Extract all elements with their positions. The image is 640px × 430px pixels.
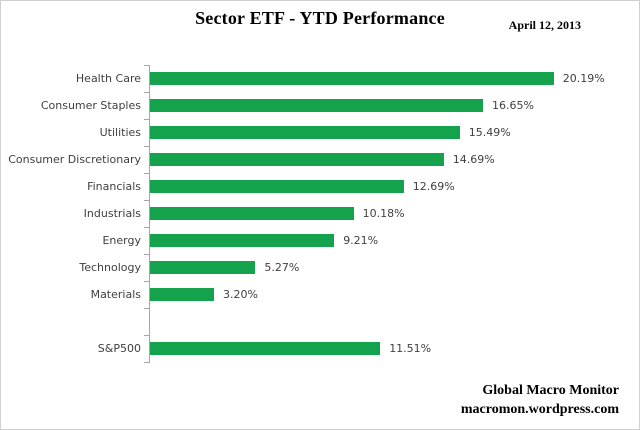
value-label: 20.19% bbox=[562, 72, 605, 85]
axis-tick bbox=[144, 146, 150, 147]
category-label: Industrials bbox=[83, 207, 141, 220]
chart-date: April 12, 2013 bbox=[508, 18, 581, 32]
plot-area: 20.19% 16.65% 15.49% 14.69% 12.69% 10.18% 9.21… bbox=[144, 65, 632, 363]
bar-row: 11.51% bbox=[144, 335, 632, 363]
bar-row: 20.19% bbox=[144, 65, 632, 92]
axis-tick bbox=[144, 92, 150, 93]
category-label: S&P500 bbox=[97, 342, 141, 355]
footer: Global Macro Monitor macromon.wordpress.… bbox=[461, 381, 619, 419]
bar-row: 10.18% bbox=[144, 200, 632, 227]
chart-title: Sector ETF - YTD Performance bbox=[195, 8, 445, 28]
axis-tick bbox=[144, 281, 150, 282]
value-label: 3.20% bbox=[223, 288, 258, 301]
category-label: Materials bbox=[90, 288, 141, 301]
value-bar bbox=[150, 99, 483, 112]
value-label: 9.21% bbox=[343, 234, 379, 247]
value-label: 5.27% bbox=[264, 261, 300, 274]
bar-row: 3.20% bbox=[144, 281, 632, 308]
axis-tick bbox=[144, 362, 150, 363]
category-label: Consumer Discretionary bbox=[8, 153, 141, 166]
axis-tick bbox=[144, 200, 150, 201]
value-label: 15.49% bbox=[468, 126, 511, 139]
category-label: Energy bbox=[102, 234, 141, 247]
axis-tick bbox=[144, 227, 150, 228]
axis-tick bbox=[144, 308, 150, 309]
value-bar bbox=[150, 234, 335, 247]
axis-tick bbox=[144, 335, 150, 336]
axis-tick bbox=[144, 119, 150, 120]
value-bar bbox=[150, 288, 214, 301]
bar-row: 16.65% bbox=[144, 92, 632, 119]
value-bar bbox=[150, 261, 256, 274]
category-label: Health Care bbox=[75, 72, 141, 85]
category-label: Technology bbox=[79, 261, 141, 274]
value-bar bbox=[150, 153, 444, 166]
value-label: 16.65% bbox=[492, 99, 534, 112]
bar-row: 9.21% bbox=[144, 227, 632, 254]
category-axis: Health Care Consumer Staples Utilities Cons… bbox=[1, 65, 141, 362]
value-bar bbox=[150, 180, 404, 193]
value-label: 11.51% bbox=[389, 342, 432, 355]
axis-tick bbox=[144, 173, 150, 174]
category-label: Utilities bbox=[99, 126, 141, 139]
value-label: 14.69% bbox=[452, 153, 495, 166]
bar-row bbox=[144, 308, 632, 335]
value-label: 10.18% bbox=[362, 207, 405, 220]
footer-url: macromon.wordpress.com bbox=[460, 402, 619, 417]
axis-tick bbox=[144, 65, 150, 66]
bar-row: 15.49% bbox=[144, 119, 632, 146]
footer-source: Global Macro Monitor bbox=[482, 383, 619, 398]
axis-tick bbox=[144, 254, 150, 255]
bar-row: 12.69% bbox=[144, 173, 632, 200]
value-label: 12.69% bbox=[412, 180, 455, 193]
bar-row: 14.69% bbox=[144, 146, 632, 173]
value-bar bbox=[150, 72, 554, 85]
bar-row: 5.27% bbox=[144, 254, 632, 281]
category-label: Consumer Staples bbox=[40, 99, 141, 112]
value-bar bbox=[150, 126, 460, 139]
category-label bbox=[1, 308, 141, 335]
value-bar bbox=[150, 207, 354, 220]
value-bar bbox=[150, 342, 381, 355]
category-label: Financials bbox=[87, 180, 141, 193]
